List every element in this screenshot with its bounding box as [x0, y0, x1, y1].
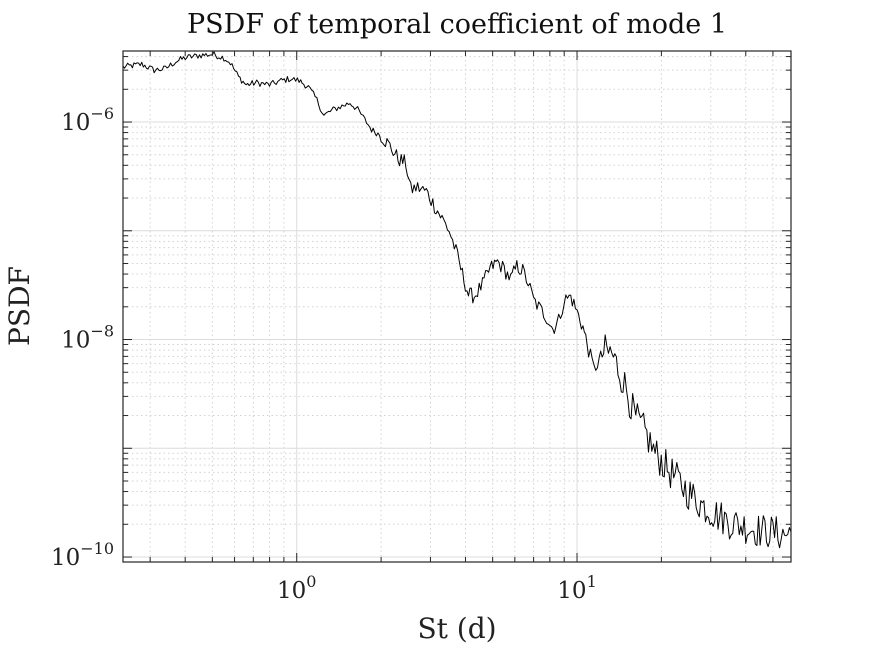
tick-marks [123, 51, 791, 563]
series-layer [122, 51, 792, 549]
y-axis-label: PSDF [3, 266, 36, 346]
chart-title: PSDF of temporal coefficient of mode 1 [187, 9, 727, 40]
y-tick-label: 10−10 [51, 539, 114, 571]
x-axis-label: St (d) [417, 612, 496, 645]
y-tick-label: 10−8 [61, 322, 114, 354]
y-tick-label: 10−6 [61, 104, 114, 136]
tick-labels: 100 101 10−10 10−8 10−6 [51, 104, 597, 604]
series-line-mode-1 [122, 51, 792, 549]
x-tick-label: 101 [557, 572, 596, 604]
x-tick-label: 100 [277, 572, 316, 604]
